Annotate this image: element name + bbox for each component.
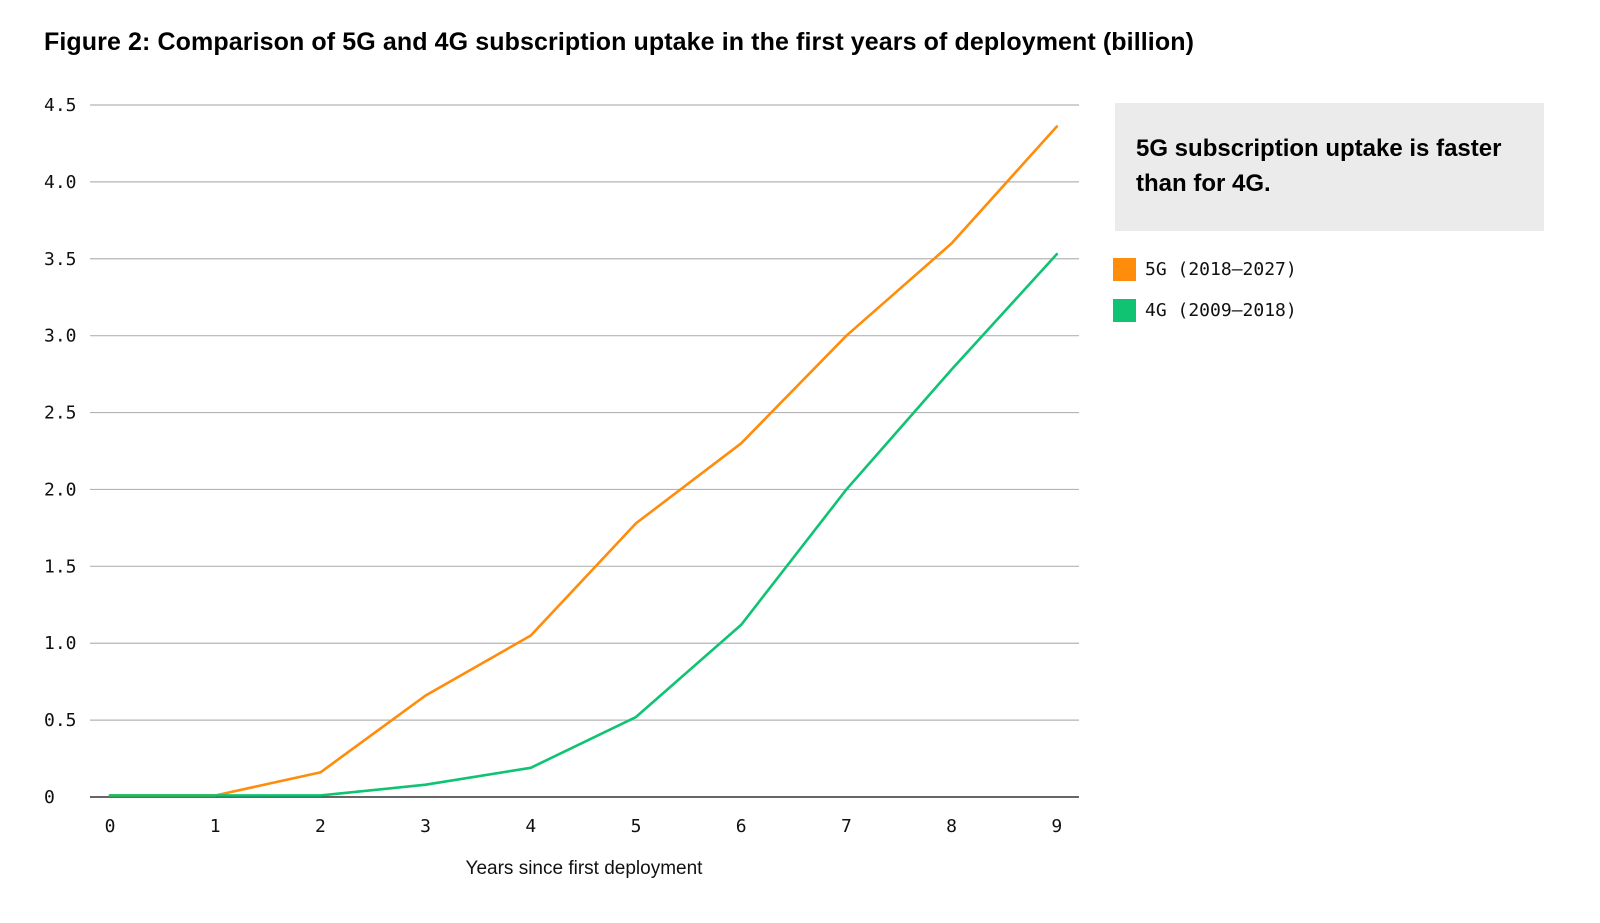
x-tick-label-7: 7 — [841, 816, 852, 837]
series-line-5g-2018-2027 — [108, 125, 1059, 797]
legend-swatch-5g — [1113, 257, 1136, 281]
chart-title: Figure 2: Comparison of 5G and 4G subscr… — [44, 28, 1195, 56]
series-line-4g-2009-2018 — [108, 252, 1059, 797]
series-lines — [108, 125, 1059, 797]
y-tick-label-1-0: 1.0 — [44, 633, 77, 654]
series-4g-2009-2018 — [108, 252, 1059, 797]
x-axis-ticks: 0 1 2 3 4 5 6 7 8 9 — [105, 816, 1063, 837]
y-tick-label-0-5: 0.5 — [44, 710, 77, 731]
y-tick-label-3-0: 3.0 — [44, 326, 77, 347]
y-tick-label-2-0: 2.0 — [44, 479, 77, 500]
y-tick-label-2-5: 2.5 — [44, 403, 77, 424]
legend-item-4g: 4G (2009–2018) — [1113, 297, 1297, 323]
legend: 5G (2018–2027) 4G (2009–2018) — [1113, 256, 1297, 338]
callout-box: 5G subscription uptake is faster than fo… — [1115, 103, 1544, 231]
x-tick-label-5: 5 — [631, 816, 642, 837]
x-tick-label-2: 2 — [315, 816, 326, 837]
legend-label-5g: 5G (2018–2027) — [1145, 258, 1297, 280]
y-tick-label-1-5: 1.5 — [44, 556, 77, 577]
y-tick-label-4-0: 4.0 — [44, 172, 77, 193]
y-tick-label-4-5: 4.5 — [44, 95, 77, 116]
gridlines — [90, 104, 1079, 798]
x-tick-label-6: 6 — [736, 816, 747, 837]
y-tick-label-0: 0 — [44, 787, 55, 808]
series-5g-2018-2027 — [108, 125, 1059, 797]
x-tick-label-4: 4 — [525, 816, 536, 837]
x-tick-label-8: 8 — [946, 816, 957, 837]
callout-text: 5G subscription uptake is faster than fo… — [1136, 135, 1502, 197]
x-tick-label-1: 1 — [210, 816, 221, 837]
x-tick-label-3: 3 — [420, 816, 431, 837]
y-axis-ticks: 0 0.5 1.0 1.5 2.0 2.5 3.0 3.5 4.0 4.5 — [44, 95, 77, 808]
y-tick-label-3-5: 3.5 — [44, 249, 77, 270]
legend-item-5g: 5G (2018–2027) — [1113, 256, 1297, 282]
x-tick-label-9: 9 — [1051, 816, 1062, 837]
legend-label-4g: 4G (2009–2018) — [1145, 299, 1297, 321]
legend-swatch-4g — [1113, 298, 1136, 322]
x-tick-label-0: 0 — [105, 816, 116, 837]
x-axis-title: Years since first deployment — [466, 858, 704, 879]
